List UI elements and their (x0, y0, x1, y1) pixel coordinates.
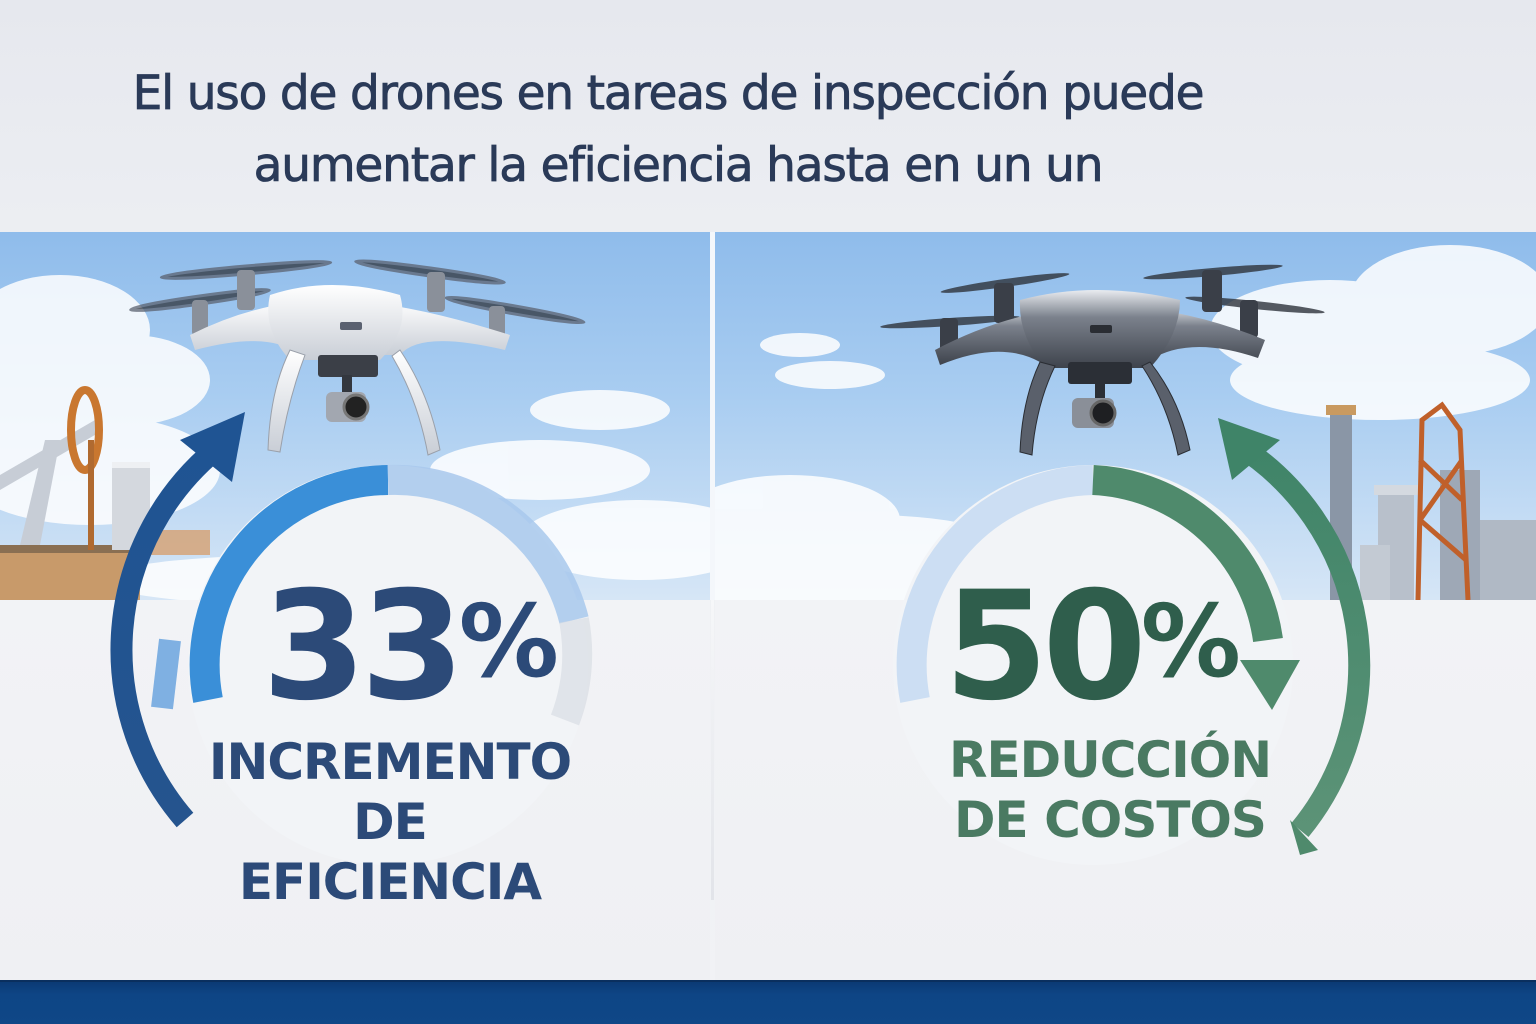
stat-value-efficiency: 33% (262, 560, 559, 734)
oil-pump-icon (0, 386, 150, 600)
stat-label-efficiency: INCREMENTO DE EFICIENCIA (208, 733, 572, 911)
panel-divider-lower (711, 600, 714, 900)
title-line-1: El uso de drones en tareas de inspección… (132, 66, 1205, 122)
arrow-curved-icon (1218, 418, 1371, 855)
panel-divider (710, 232, 715, 600)
title-line-2: aumentar la eficiencia hasta en un un (253, 138, 1104, 194)
arrow-down-icon (1240, 660, 1300, 710)
efficiency-gauge (151, 464, 593, 865)
cost-gauge (893, 465, 1300, 865)
page-title: El uso de drones en tareas de inspección… (0, 58, 1536, 202)
arrow-up-icon (110, 412, 245, 828)
derrick-icon (1415, 401, 1471, 600)
stat-value-costs: 50% (944, 560, 1241, 734)
footer-band (0, 980, 1536, 1024)
right-scene-background (715, 245, 1536, 600)
drone-icon-right (880, 264, 1325, 456)
drone-icon-left (129, 259, 586, 456)
stat-label-costs: REDUCCIÓN DE COSTOS (948, 731, 1272, 849)
gauge-segment (151, 638, 181, 710)
